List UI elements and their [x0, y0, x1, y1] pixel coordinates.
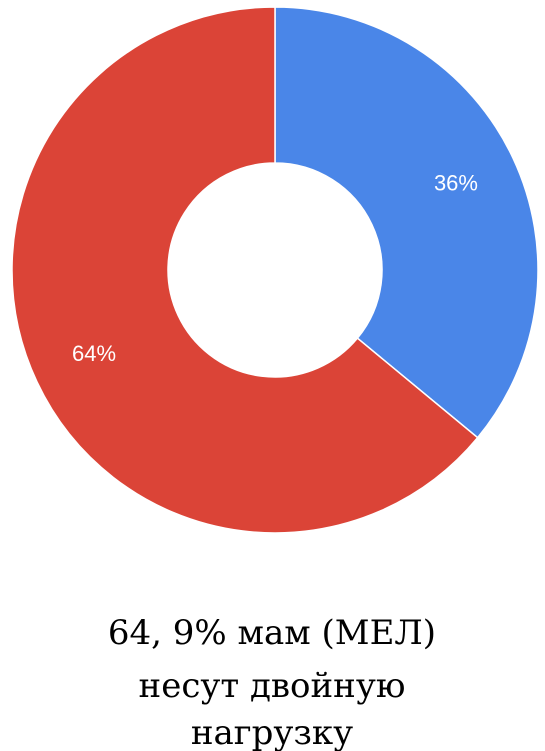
- slice-label: 36%: [434, 171, 478, 196]
- pie-slice: [274, 6, 539, 439]
- pie-slice: [11, 6, 479, 534]
- slice-label: 64%: [72, 341, 116, 366]
- caption-line: нагрузку: [191, 713, 353, 751]
- caption-line: несут двойную: [139, 666, 406, 706]
- caption-line: 64, 9% мам (МЕЛ): [108, 613, 436, 653]
